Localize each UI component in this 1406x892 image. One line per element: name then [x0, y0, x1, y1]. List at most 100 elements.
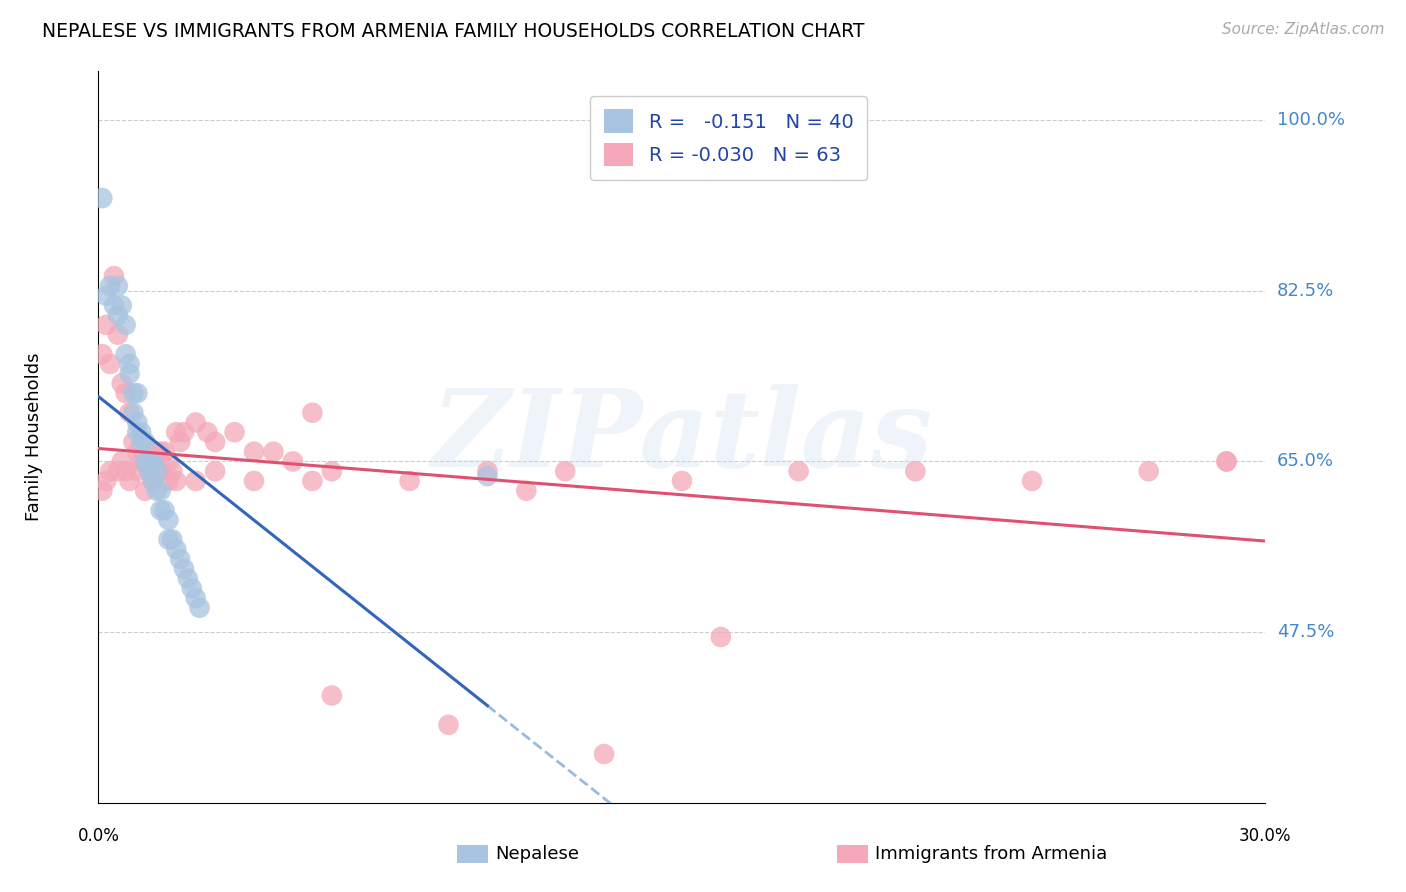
Point [107, 327, 129, 342]
Point [146, 464, 169, 478]
Point [301, 474, 323, 488]
Point [437, 718, 460, 732]
Point [111, 454, 134, 468]
Text: Nepalese: Nepalese [495, 845, 579, 863]
Point [904, 464, 927, 478]
Point [127, 425, 149, 440]
Text: 65.0%: 65.0% [1277, 452, 1334, 470]
Point [165, 542, 187, 557]
Point [91, 483, 114, 498]
Point [204, 434, 226, 449]
Point [1215, 454, 1237, 468]
Point [122, 434, 145, 449]
Text: Family Households: Family Households [25, 353, 44, 521]
Point [114, 347, 136, 361]
Point [157, 454, 180, 468]
Point [142, 474, 165, 488]
Point [477, 464, 499, 478]
Point [149, 483, 172, 498]
Text: Source: ZipAtlas.com: Source: ZipAtlas.com [1222, 22, 1385, 37]
Point [153, 503, 176, 517]
Point [98, 279, 121, 293]
Point [91, 347, 114, 361]
Point [593, 747, 616, 761]
Point [118, 357, 141, 371]
Point [114, 464, 136, 478]
Point [114, 386, 136, 401]
Point [188, 600, 211, 615]
Point [114, 318, 136, 332]
Point [301, 406, 323, 420]
Point [671, 474, 693, 488]
Point [184, 474, 207, 488]
Text: 47.5%: 47.5% [1277, 624, 1334, 641]
Text: Immigrants from Armenia: Immigrants from Armenia [875, 845, 1107, 863]
Point [129, 454, 152, 468]
Point [173, 562, 195, 576]
Point [149, 444, 172, 458]
Point [398, 474, 420, 488]
Point [129, 425, 152, 440]
Text: ZIPatlas: ZIPatlas [432, 384, 932, 490]
Point [321, 689, 343, 703]
Text: 82.5%: 82.5% [1277, 282, 1334, 300]
Point [554, 464, 576, 478]
Point [122, 386, 145, 401]
Point [184, 416, 207, 430]
Point [184, 591, 207, 605]
Point [142, 444, 165, 458]
Point [103, 269, 125, 284]
Point [515, 483, 537, 498]
Point [157, 474, 180, 488]
Point [118, 406, 141, 420]
Point [98, 464, 121, 478]
Text: 0.0%: 0.0% [77, 827, 120, 846]
Point [122, 406, 145, 420]
Point [157, 533, 180, 547]
Point [146, 483, 169, 498]
Point [149, 503, 172, 517]
Point [157, 513, 180, 527]
Point [96, 288, 118, 302]
Point [107, 279, 129, 293]
Point [138, 464, 160, 478]
Point [321, 464, 343, 478]
Point [138, 454, 160, 468]
Point [243, 474, 266, 488]
Point [162, 533, 184, 547]
Point [710, 630, 733, 644]
Point [138, 464, 160, 478]
Point [129, 434, 152, 449]
Point [477, 469, 499, 483]
Point [134, 483, 156, 498]
Point [107, 464, 129, 478]
Point [111, 376, 134, 391]
Point [180, 581, 202, 595]
Point [787, 464, 810, 478]
Text: NEPALESE VS IMMIGRANTS FROM ARMENIA FAMILY HOUSEHOLDS CORRELATION CHART: NEPALESE VS IMMIGRANTS FROM ARMENIA FAMI… [42, 22, 865, 41]
Point [169, 552, 191, 566]
Point [127, 386, 149, 401]
Point [224, 425, 246, 440]
Point [262, 444, 284, 458]
Point [169, 434, 191, 449]
Point [165, 425, 187, 440]
Point [118, 474, 141, 488]
Point [1137, 464, 1160, 478]
Point [149, 464, 172, 478]
Point [96, 318, 118, 332]
Point [127, 444, 149, 458]
Point [165, 474, 187, 488]
Point [91, 191, 114, 205]
Point [127, 416, 149, 430]
Point [243, 444, 266, 458]
Point [118, 367, 141, 381]
Text: 30.0%: 30.0% [1239, 827, 1292, 846]
Point [195, 425, 218, 440]
Point [98, 357, 121, 371]
Point [127, 464, 149, 478]
Text: 100.0%: 100.0% [1277, 112, 1346, 129]
Point [146, 444, 169, 458]
Point [134, 434, 156, 449]
Point [96, 474, 118, 488]
